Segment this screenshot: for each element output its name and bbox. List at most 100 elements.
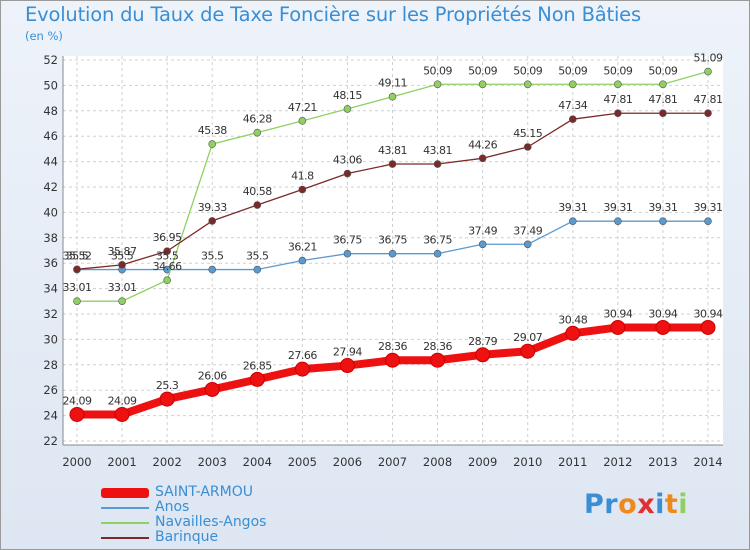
data-point-saint-armou [294, 361, 310, 377]
data-point-anos [388, 249, 397, 258]
data-label-barinque: 45.15 [513, 127, 542, 140]
y-tick-label: 50 [43, 78, 58, 92]
data-label-anos: 36.75 [333, 234, 362, 247]
data-label-anos: 36.21 [288, 241, 317, 254]
data-label-barinque: 43.81 [423, 144, 452, 157]
data-point-saint-armou [204, 381, 220, 397]
data-point-navailles-angos [163, 276, 171, 285]
data-point-anos [253, 265, 262, 274]
legend-swatch [101, 506, 149, 509]
data-point-barinque [208, 217, 217, 225]
data-label-navailles-angos: 50.09 [468, 64, 497, 77]
data-point-saint-armou [114, 406, 130, 422]
data-label-barinque: 47.81 [603, 93, 632, 106]
data-point-barinque [118, 261, 126, 269]
x-tick-label: 2008 [423, 455, 452, 469]
data-label-anos: 35.5 [246, 250, 269, 263]
data-point-navailles-angos [433, 80, 442, 89]
data-label-barinque: 35.52 [63, 249, 92, 262]
y-tick-label: 24 [43, 409, 58, 423]
data-label-saint-armou: 24.09 [108, 394, 137, 407]
logo-letter: i [678, 489, 689, 520]
data-label-navailles-angos: 46.28 [243, 113, 272, 126]
data-point-navailles-angos [523, 80, 532, 89]
legend-item-navailles-angos: Navailles-Angos [101, 515, 266, 530]
data-label-saint-armou: 28.36 [378, 340, 407, 353]
y-tick-label: 36 [43, 256, 58, 270]
y-tick-label: 30 [43, 332, 58, 346]
data-label-navailles-angos: 50.09 [423, 64, 452, 77]
x-tick-label: 2004 [243, 455, 272, 469]
data-point-saint-armou [520, 343, 536, 359]
data-label-anos: 39.31 [648, 201, 677, 214]
data-point-anos [343, 249, 352, 258]
data-point-saint-armou [655, 319, 671, 335]
x-tick-label: 2005 [288, 455, 317, 469]
legend-item-saint-armou: SAINT-ARMOU [101, 485, 266, 500]
data-label-saint-armou: 30.94 [603, 307, 632, 320]
data-label-barinque: 47.81 [648, 93, 677, 106]
x-tick-label: 2014 [693, 455, 722, 469]
proxiti-logo: Proxiti [584, 489, 688, 520]
data-label-saint-armou: 27.94 [333, 346, 362, 359]
data-label-saint-armou: 26.85 [243, 359, 272, 372]
data-point-saint-armou [700, 319, 716, 335]
data-label-saint-armou: 30.48 [558, 313, 587, 326]
data-point-navailles-angos [73, 297, 81, 305]
data-point-navailles-angos [478, 80, 487, 89]
x-tick-label: 2010 [513, 455, 542, 469]
data-label-navailles-angos: 33.01 [108, 281, 137, 294]
data-point-navailles-angos [659, 80, 667, 89]
logo-letter: P [584, 489, 605, 520]
data-point-saint-armou [249, 371, 265, 387]
y-tick-label: 48 [43, 104, 58, 118]
data-label-barinque: 47.81 [694, 93, 723, 106]
data-point-navailles-angos [298, 117, 307, 125]
legend-label: Barinque [155, 529, 219, 545]
data-label-barinque: 43.06 [333, 154, 362, 167]
data-point-saint-armou [430, 352, 446, 368]
legend-swatch [101, 487, 149, 498]
data-label-anos: 35.5 [201, 250, 224, 263]
data-label-navailles-angos: 50.09 [603, 64, 632, 77]
data-point-navailles-angos [343, 105, 352, 113]
y-tick-label: 28 [43, 358, 58, 372]
data-point-anos [568, 217, 577, 225]
data-label-navailles-angos: 50.09 [648, 64, 677, 77]
data-label-barinque: 35.87 [108, 245, 137, 258]
data-point-anos [208, 265, 217, 274]
data-label-anos: 39.31 [694, 201, 723, 214]
data-point-barinque [343, 169, 352, 178]
data-label-anos: 39.31 [558, 201, 587, 214]
logo-letter: x [637, 489, 656, 520]
legend-swatch [101, 536, 149, 539]
data-point-barinque [163, 247, 171, 255]
data-label-anos: 39.31 [603, 201, 632, 214]
data-label-navailles-angos: 50.09 [513, 64, 542, 77]
x-tick-label: 2012 [603, 455, 632, 469]
data-label-saint-armou: 28.79 [468, 335, 497, 348]
logo-letter: r [604, 489, 619, 520]
legend-item-anos: Anos [101, 500, 266, 515]
x-tick-label: 2003 [198, 455, 227, 469]
data-point-anos [614, 217, 622, 225]
data-point-saint-armou [69, 406, 85, 422]
x-tick-label: 2013 [648, 455, 677, 469]
y-tick-label: 22 [43, 434, 58, 448]
y-tick-label: 32 [43, 307, 58, 321]
data-point-saint-armou [385, 352, 400, 368]
data-point-barinque [73, 265, 81, 274]
logo-letter: t [664, 489, 679, 520]
data-point-navailles-angos [208, 140, 217, 148]
data-label-anos: 35.5 [111, 250, 134, 263]
data-label-anos: 35.5 [66, 250, 89, 263]
data-label-barinque: 39.33 [198, 201, 227, 214]
data-label-navailles-angos: 47.21 [288, 101, 317, 114]
data-label-saint-armou: 29.07 [513, 331, 542, 344]
data-label-navailles-angos: 49.11 [378, 77, 407, 90]
data-point-anos [478, 240, 487, 249]
data-label-barinque: 41.8 [291, 170, 314, 183]
legend-label: SAINT-ARMOU [155, 484, 253, 500]
